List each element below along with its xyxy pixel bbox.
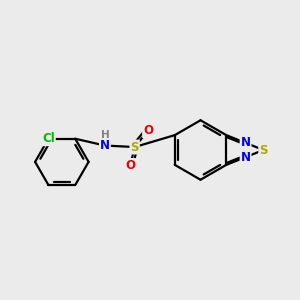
Text: O: O [125, 159, 135, 172]
Text: N: N [241, 136, 250, 149]
Text: N: N [100, 139, 110, 152]
Text: H: H [100, 130, 109, 140]
Text: O: O [143, 124, 153, 137]
Text: S: S [259, 143, 268, 157]
Text: N: N [241, 151, 250, 164]
Text: S: S [130, 140, 139, 154]
Text: Cl: Cl [42, 132, 55, 145]
